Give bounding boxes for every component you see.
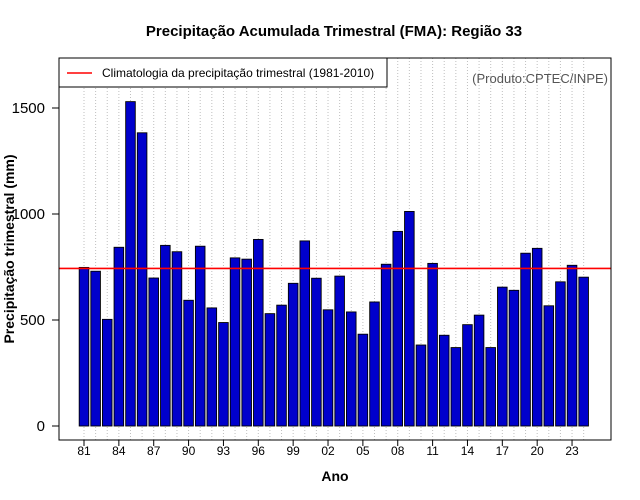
credit-label: (Produto:CPTEC/INPE)	[472, 71, 608, 86]
bar-2003	[334, 275, 345, 427]
bar-2012	[438, 334, 450, 427]
bar-1981	[78, 266, 90, 427]
bar-1999	[287, 282, 299, 427]
x-tick-label: 23	[565, 444, 579, 458]
bar-2002	[322, 309, 334, 427]
bar-2021	[543, 305, 555, 427]
bar-1986	[136, 132, 148, 427]
bar-2011	[427, 262, 438, 427]
bar-1985	[125, 101, 136, 427]
x-axis: 81 84 87 90 93 96 99 02 05 08 11 14 17 20 23	[77, 439, 579, 458]
x-tick-label: 81	[77, 444, 91, 458]
bar-2013	[450, 347, 462, 427]
x-tick-label: 93	[217, 444, 231, 458]
bar-2000	[299, 240, 311, 427]
legend-box	[58, 57, 388, 88]
bar-1982	[90, 270, 101, 427]
x-tick-label: 96	[252, 444, 266, 458]
x-axis-label: Ano	[321, 468, 348, 484]
x-tick-label: 11	[426, 444, 439, 458]
x-tick-label: 02	[321, 444, 335, 458]
y-tick-label: 1000	[12, 206, 45, 223]
x-tick-label: 08	[391, 444, 405, 458]
legend-label: Climatologia da precipitação trimestral …	[102, 66, 374, 80]
bar-1987	[148, 277, 159, 427]
bars	[78, 101, 589, 427]
y-axis-label: Precipitação trimestral (mm)	[1, 154, 17, 343]
bar-1984	[113, 246, 125, 427]
x-tick-label: 14	[461, 444, 475, 458]
x-tick-label: 99	[286, 444, 300, 458]
bar-2008	[392, 230, 403, 427]
bar-2015	[473, 314, 485, 427]
bar-2007	[380, 263, 392, 427]
x-tick-label: 87	[147, 444, 161, 458]
bar-1995	[241, 258, 252, 427]
bar-2014	[462, 324, 473, 427]
y-tick-label: 1500	[12, 100, 45, 117]
legend: Climatologia da precipitação trimestral …	[58, 57, 388, 88]
chart-title: Precipitação Acumulada Trimestral (FMA):…	[146, 23, 522, 40]
y-axis: 0 500 1000 1500	[12, 100, 60, 435]
bar-1998	[276, 304, 287, 427]
bar-2024	[578, 276, 589, 427]
bar-2022	[555, 281, 566, 427]
y-tick-label: 0	[37, 418, 45, 435]
bar-2018	[508, 289, 520, 427]
bar-2005	[357, 333, 369, 427]
bar-2001	[311, 277, 322, 427]
bar-2016	[485, 347, 496, 427]
bar-1996	[253, 238, 264, 427]
bar-2019	[520, 252, 531, 427]
bar-1988	[160, 244, 171, 427]
bar-1994	[229, 257, 241, 427]
bar-2009	[404, 211, 415, 427]
x-tick-label: 84	[112, 444, 126, 458]
x-tick-label: 17	[496, 444, 510, 458]
bar-1991	[194, 245, 206, 427]
x-tick-label: 90	[182, 444, 196, 458]
bar-2010	[415, 344, 427, 427]
bar-1989	[171, 251, 183, 427]
bar-1993	[218, 322, 229, 427]
bar-1992	[206, 307, 218, 427]
bar-2004	[346, 311, 357, 427]
bar-1983	[101, 318, 113, 427]
y-tick-label: 500	[20, 312, 45, 329]
bar-1990	[183, 299, 194, 427]
bar-1997	[264, 313, 276, 427]
bar-2017	[497, 286, 508, 427]
x-tick-label: 05	[356, 444, 370, 458]
bar-2023	[566, 264, 578, 427]
x-tick-label: 20	[531, 444, 545, 458]
bar-2006	[369, 301, 380, 427]
bar-2020	[531, 247, 543, 427]
